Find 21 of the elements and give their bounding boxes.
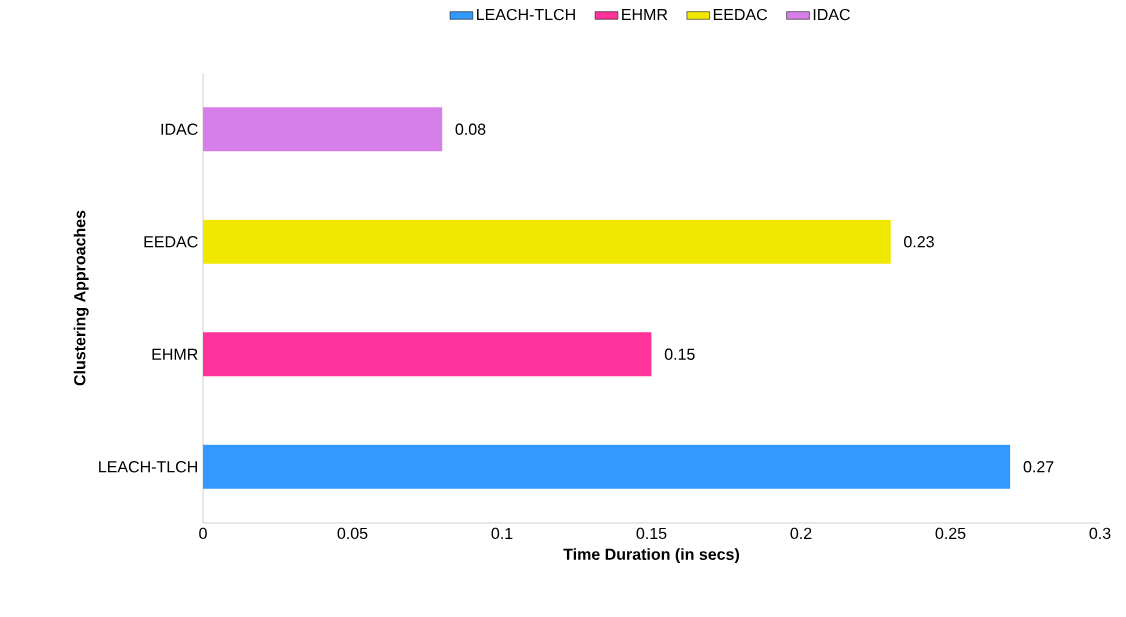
x-axis-title: Time Duration (in secs) bbox=[563, 548, 740, 564]
y-tick-label: IDAC bbox=[161, 123, 198, 135]
x-tick-label: 0.2 bbox=[790, 527, 812, 540]
legend-label: EEDAC bbox=[713, 8, 768, 21]
y-tick-label: EHMR bbox=[152, 348, 198, 360]
data-label: 0.08 bbox=[455, 123, 486, 135]
x-tick-label: 0.25 bbox=[935, 527, 966, 540]
legend-label: EHMR bbox=[622, 8, 668, 20]
data-label: 0.23 bbox=[904, 236, 934, 248]
legend-label: IDAC bbox=[813, 8, 850, 21]
y-tick-label: EEDAC bbox=[144, 236, 198, 248]
legend-label: LEACH-TLCH bbox=[477, 8, 575, 21]
x-tick-label: 0.15 bbox=[636, 527, 667, 540]
x-tick-label: 0.3 bbox=[1089, 527, 1111, 540]
y-tick-label: LEACH-TLCH bbox=[99, 461, 197, 473]
x-tick-label: 0 bbox=[199, 527, 207, 540]
data-label: 0.15 bbox=[664, 348, 695, 360]
x-tick-label: 0.1 bbox=[491, 527, 513, 540]
x-tick-label: 0.05 bbox=[337, 527, 368, 540]
y-axis-title: Clustering Approaches bbox=[73, 210, 89, 386]
data-label: 0.27 bbox=[1023, 461, 1054, 473]
